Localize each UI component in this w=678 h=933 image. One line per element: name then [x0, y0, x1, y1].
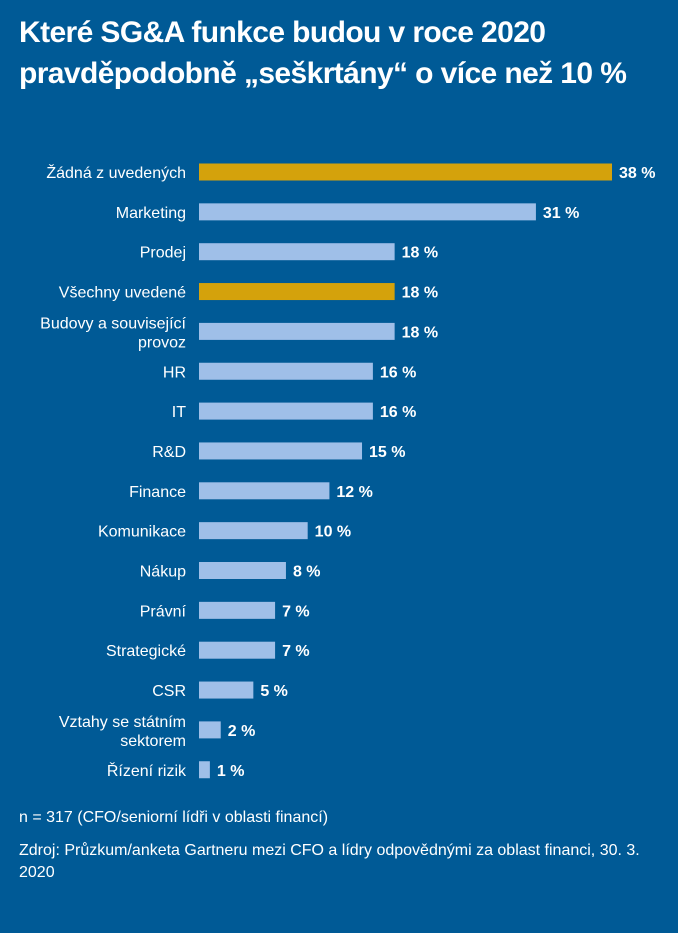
bar: [199, 203, 536, 221]
bar: [199, 243, 395, 261]
category-label: Strategické: [106, 643, 186, 660]
category-label: Žádná z uvedených: [46, 163, 186, 182]
category-label: Vztahy se státním sektorem: [59, 714, 186, 750]
category-label: Řízení rizik: [107, 761, 187, 780]
sample-note: n = 317 (CFO/seniorní lídři v oblasti fi…: [19, 809, 329, 826]
category-label: Budovy a související provoz: [40, 315, 186, 351]
value-label: 7 %: [282, 643, 310, 660]
bar: [199, 283, 395, 301]
bar: [199, 362, 373, 380]
value-label: 12 %: [336, 484, 372, 501]
bar: [199, 442, 363, 460]
value-label: 18 %: [402, 324, 438, 341]
bar: [199, 721, 221, 739]
bar: [199, 601, 276, 619]
bar: [199, 522, 308, 540]
category-label: IT: [172, 404, 186, 421]
value-label: 7 %: [282, 603, 310, 620]
bar: [199, 322, 395, 340]
category-label: Komunikace: [98, 524, 186, 541]
value-label: 16 %: [380, 404, 416, 421]
category-label: CSR: [152, 683, 186, 700]
value-label: 2 %: [228, 723, 256, 740]
value-label: 8 %: [293, 564, 321, 581]
value-label: 31 %: [543, 205, 579, 222]
value-label: 5 %: [260, 683, 288, 700]
bar: [199, 641, 276, 659]
value-label: 16 %: [380, 364, 416, 381]
bar: [199, 402, 373, 420]
category-label: Nákup: [140, 564, 186, 581]
bar: [199, 482, 330, 500]
category-label: Právní: [140, 603, 187, 620]
category-label: Marketing: [116, 205, 186, 222]
bar: [199, 562, 286, 579]
category-label: Prodej: [140, 245, 186, 262]
category-label: R&D: [152, 444, 186, 461]
bar-chart: 38 % Žádná z uvedených 31 % Marketing 18 % Pr…: [40, 163, 655, 780]
bar: [199, 761, 210, 779]
source-note: Zdroj: Průzkum/anketa Gartneru mezi CFO …: [19, 842, 640, 881]
value-label: 18 %: [402, 245, 438, 262]
value-label: 10 %: [315, 524, 351, 541]
value-label: 38 %: [619, 165, 655, 182]
value-label: 18 %: [402, 285, 438, 302]
value-label: 1 %: [217, 763, 245, 780]
bar: [199, 163, 612, 181]
value-label: 15 %: [369, 444, 405, 461]
category-label: Všechny uvedené: [59, 285, 186, 302]
category-label: Finance: [129, 484, 186, 501]
bar: [199, 681, 254, 699]
chart-title: Které SG&A funkce budou v roce 2020 prav…: [19, 16, 627, 90]
category-label: HR: [163, 364, 186, 381]
